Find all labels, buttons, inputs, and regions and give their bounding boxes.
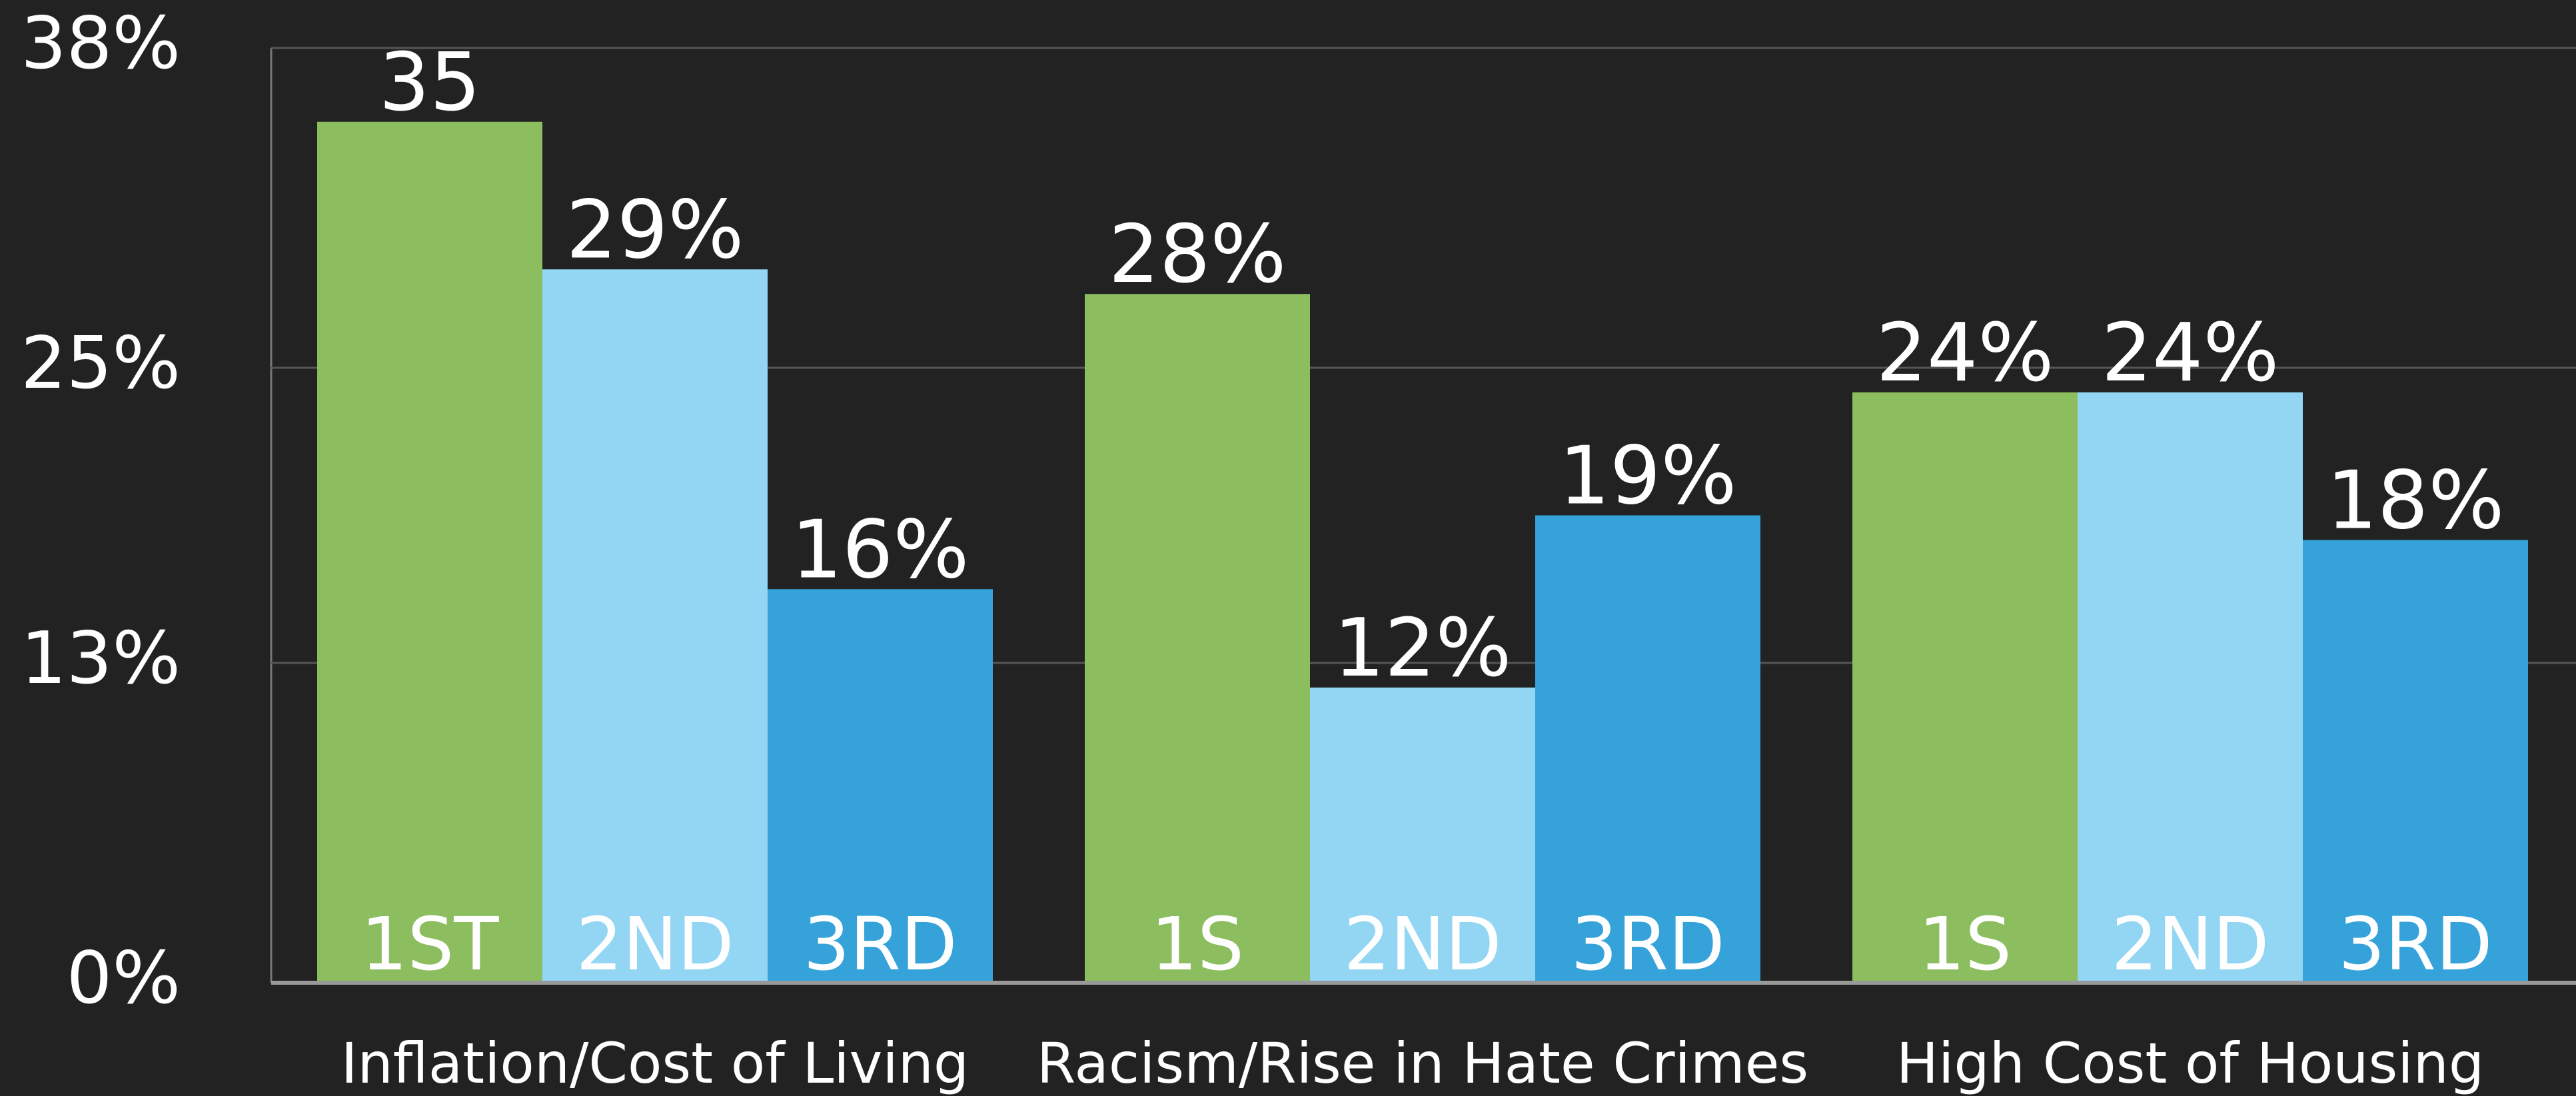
bar-label: 2ND bbox=[576, 901, 734, 987]
bar bbox=[1085, 294, 1310, 983]
bar-label: 3RD bbox=[2338, 901, 2492, 987]
bar bbox=[1852, 392, 2078, 983]
x-tick-label: Inflation/Cost of Living bbox=[341, 1031, 969, 1096]
value-label: 16% bbox=[792, 504, 969, 596]
y-tick-label: 0% bbox=[67, 937, 181, 1020]
bar bbox=[2303, 540, 2528, 983]
bar-label: 1S bbox=[1918, 901, 2012, 987]
value-label: 24% bbox=[2102, 307, 2279, 400]
bar bbox=[1310, 687, 1535, 983]
x-tick-label: Racism/Rise in Hate Crimes bbox=[1037, 1031, 1808, 1096]
y-tick-label: 13% bbox=[21, 617, 181, 700]
bar-label: 1ST bbox=[360, 901, 499, 987]
x-tick-label: High Cost of Housing bbox=[1896, 1031, 2484, 1096]
value-label: 12% bbox=[1334, 602, 1512, 695]
y-tick-label: 25% bbox=[21, 322, 181, 405]
value-label: 24% bbox=[1876, 307, 2054, 400]
y-tick-label: 38% bbox=[21, 2, 181, 85]
bar-label: 2ND bbox=[2112, 901, 2269, 987]
value-label: 18% bbox=[2327, 454, 2505, 547]
value-label: 19% bbox=[1559, 430, 1737, 523]
bar-label: 3RD bbox=[803, 901, 957, 987]
bar bbox=[542, 269, 768, 983]
bar-label: 2ND bbox=[1344, 901, 1502, 987]
bar-label: 1S bbox=[1151, 901, 1244, 987]
value-label: 29% bbox=[566, 184, 744, 276]
bar bbox=[2078, 392, 2303, 983]
bar bbox=[768, 589, 993, 983]
value-label: 35 bbox=[379, 37, 481, 129]
bar bbox=[317, 121, 542, 983]
bar-label: 3RD bbox=[1571, 901, 1724, 987]
bar bbox=[1535, 515, 1760, 983]
value-label: 28% bbox=[1109, 209, 1287, 301]
